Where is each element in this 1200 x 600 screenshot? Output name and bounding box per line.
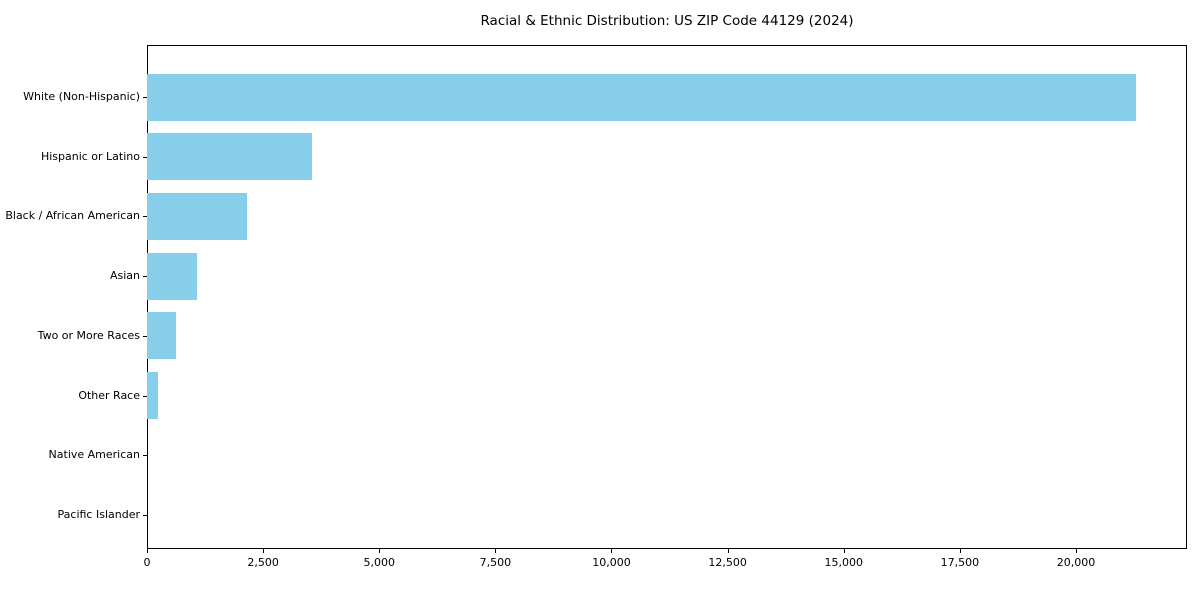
bar (147, 252, 197, 300)
y-tick-label: Black / African American (5, 209, 140, 223)
x-tick-label: 2,500 (247, 556, 279, 569)
x-tick-mark (495, 549, 497, 553)
y-tick-label: Hispanic or Latino (40, 149, 140, 163)
y-tick-label: Asian (109, 269, 140, 283)
x-tick-label: 7,500 (479, 556, 512, 569)
x-tick-mark (263, 549, 265, 553)
bar (147, 133, 312, 181)
bar (147, 372, 159, 420)
x-tick-mark (611, 549, 613, 553)
bar (147, 73, 1136, 121)
y-tick-mark (143, 97, 147, 98)
x-tick-label: 5,000 (363, 556, 395, 569)
x-tick-mark (843, 549, 845, 553)
y-tick-label: Two or More Races (37, 328, 140, 342)
chart-title: Racial & Ethnic Distribution: US ZIP Cod… (480, 13, 854, 29)
y-tick-label: Native American (48, 448, 140, 462)
x-tick-label: 0 (143, 556, 151, 569)
plot-area (147, 45, 1187, 549)
bar (147, 312, 176, 360)
x-tick-label: 20,000 (1056, 556, 1096, 569)
y-tick-mark (143, 395, 147, 397)
x-tick-mark (727, 549, 729, 553)
bar (147, 192, 248, 240)
y-tick-mark (143, 514, 147, 516)
y-tick-label: White (Non-Hispanic) (23, 90, 140, 103)
x-tick-mark (959, 549, 961, 553)
x-tick-mark (147, 549, 148, 553)
x-tick-label: 15,000 (824, 556, 863, 569)
y-tick-mark (143, 156, 147, 158)
y-tick-mark (143, 335, 147, 337)
x-tick-label: 12,500 (708, 556, 747, 569)
y-tick-mark (143, 276, 147, 278)
x-tick-mark (379, 549, 381, 553)
x-tick-label: 17,500 (940, 556, 980, 569)
y-tick-label: Pacific Islander (57, 507, 140, 521)
x-tick-mark (1075, 549, 1077, 553)
y-tick-mark (143, 216, 147, 218)
y-tick-mark (143, 455, 147, 457)
y-tick-label: Other Race (78, 388, 140, 402)
x-tick-label: 10,000 (592, 556, 631, 569)
